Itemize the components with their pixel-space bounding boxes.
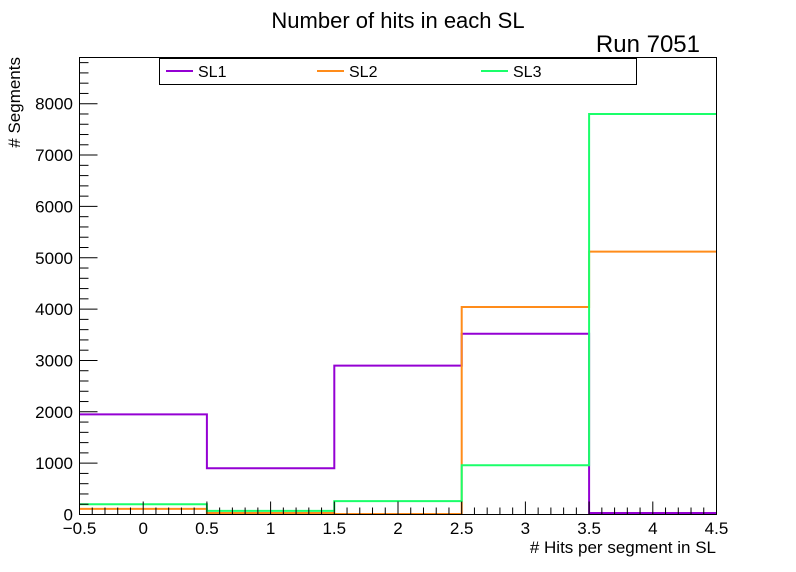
x-axis-ticks xyxy=(79,501,717,515)
x-tick-label: 1 xyxy=(266,519,275,538)
legend-label-sl3: SL3 xyxy=(513,64,542,81)
x-tick-label: 1.5 xyxy=(322,519,346,538)
x-tick-label: 3 xyxy=(521,519,530,538)
series-sl1-line xyxy=(79,332,717,514)
y-tick-label: 7000 xyxy=(35,146,73,165)
legend-label-sl1: SL1 xyxy=(198,64,227,81)
histogram-lines xyxy=(79,112,717,515)
x-tick-label: 2 xyxy=(393,519,402,538)
y-axis-ticks xyxy=(79,62,98,515)
legend: SL1 SL2 SL3 xyxy=(159,58,637,85)
x-tick-label: 4.5 xyxy=(705,519,729,538)
x-tick-label: 0.5 xyxy=(195,519,219,538)
y-axis-label: # Segments xyxy=(5,57,24,148)
y-tick-label: 2000 xyxy=(35,403,73,422)
x-tick-label: 4 xyxy=(648,519,657,538)
legend-label-sl2: SL2 xyxy=(349,64,378,81)
x-tick-label: 2.5 xyxy=(450,519,474,538)
series-sl3-line xyxy=(79,112,717,512)
y-tick-label: 3000 xyxy=(35,351,73,370)
x-tick-label: 0 xyxy=(138,519,147,538)
y-tick-label: 5000 xyxy=(35,249,73,268)
x-tick-label: 3.5 xyxy=(577,519,601,538)
y-axis-tick-labels: 0 1000 2000 3000 4000 5000 6000 7000 8000 xyxy=(35,95,73,525)
y-tick-label: 1000 xyxy=(35,454,73,473)
series-sl2-line xyxy=(79,250,717,515)
y-tick-label: 4000 xyxy=(35,300,73,319)
y-tick-label: 0 xyxy=(64,506,73,525)
y-tick-label: 8000 xyxy=(35,95,73,114)
x-axis-label: # Hits per segment in SL xyxy=(530,538,716,557)
chart-title: Number of hits in each SL xyxy=(271,8,524,33)
y-tick-label: 6000 xyxy=(35,197,73,216)
legend-box xyxy=(159,58,637,85)
plot-frame xyxy=(79,57,717,515)
run-annotation: Run 7051 xyxy=(596,31,700,58)
x-axis-tick-labels: −0.5 0 0.5 1 1.5 2 2.5 3 3.5 4 4.5 xyxy=(63,519,729,538)
x-tick-label: −0.5 xyxy=(63,519,97,538)
